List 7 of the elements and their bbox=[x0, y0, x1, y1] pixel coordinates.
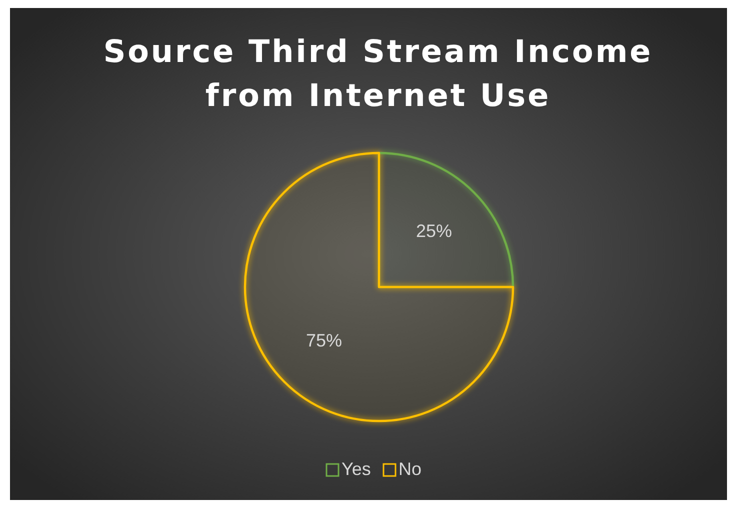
chart-title: Source Third Stream Income from Internet Use bbox=[103, 34, 653, 114]
pie-slice bbox=[244, 152, 514, 422]
data-label: 25% bbox=[416, 220, 452, 241]
data-label: 75% bbox=[306, 330, 342, 351]
legend-label: Yes bbox=[342, 458, 371, 479]
pie-slice bbox=[378, 152, 514, 288]
legend-label: No bbox=[398, 458, 422, 479]
